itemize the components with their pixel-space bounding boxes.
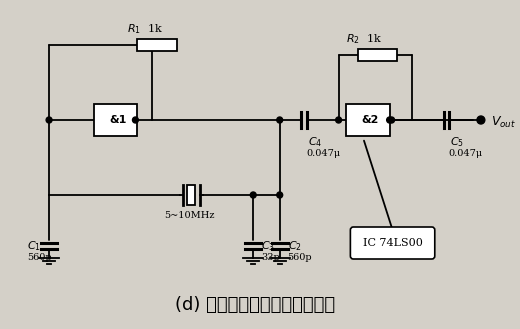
- Text: 0.047μ: 0.047μ: [449, 149, 483, 159]
- Circle shape: [250, 192, 256, 198]
- Text: $C_5$: $C_5$: [450, 135, 464, 149]
- Circle shape: [388, 117, 395, 123]
- Text: $C_1$: $C_1$: [28, 239, 42, 253]
- Bar: [187, 185, 196, 205]
- Text: &1: &1: [109, 115, 126, 125]
- Circle shape: [335, 117, 342, 123]
- Bar: [94, 104, 137, 136]
- Text: 560p: 560p: [288, 254, 312, 263]
- Text: IC 74LS00: IC 74LS00: [362, 238, 423, 248]
- Text: $C_3$: $C_3$: [261, 239, 275, 253]
- Circle shape: [277, 117, 283, 123]
- Text: (d) 与非门组成的串联振荡电路: (d) 与非门组成的串联振荡电路: [175, 296, 335, 314]
- Text: 560p: 560p: [28, 254, 52, 263]
- Text: $R_1$  1k: $R_1$ 1k: [127, 22, 163, 36]
- Circle shape: [477, 116, 485, 124]
- Text: &2: &2: [361, 115, 379, 125]
- Text: $C_2$: $C_2$: [288, 239, 302, 253]
- Text: $V_{out}$: $V_{out}$: [491, 114, 516, 130]
- Text: 33p: 33p: [261, 254, 280, 263]
- FancyBboxPatch shape: [350, 227, 435, 259]
- Text: 0.047μ: 0.047μ: [306, 149, 340, 159]
- Text: 5~10MHz: 5~10MHz: [164, 211, 215, 219]
- Text: $R_2$  1k: $R_2$ 1k: [346, 32, 382, 46]
- Circle shape: [387, 117, 393, 123]
- Circle shape: [46, 117, 52, 123]
- Circle shape: [133, 117, 138, 123]
- Bar: [358, 49, 397, 61]
- Text: $C_4$: $C_4$: [308, 135, 322, 149]
- Bar: [346, 104, 389, 136]
- Bar: [137, 39, 177, 51]
- Circle shape: [277, 192, 283, 198]
